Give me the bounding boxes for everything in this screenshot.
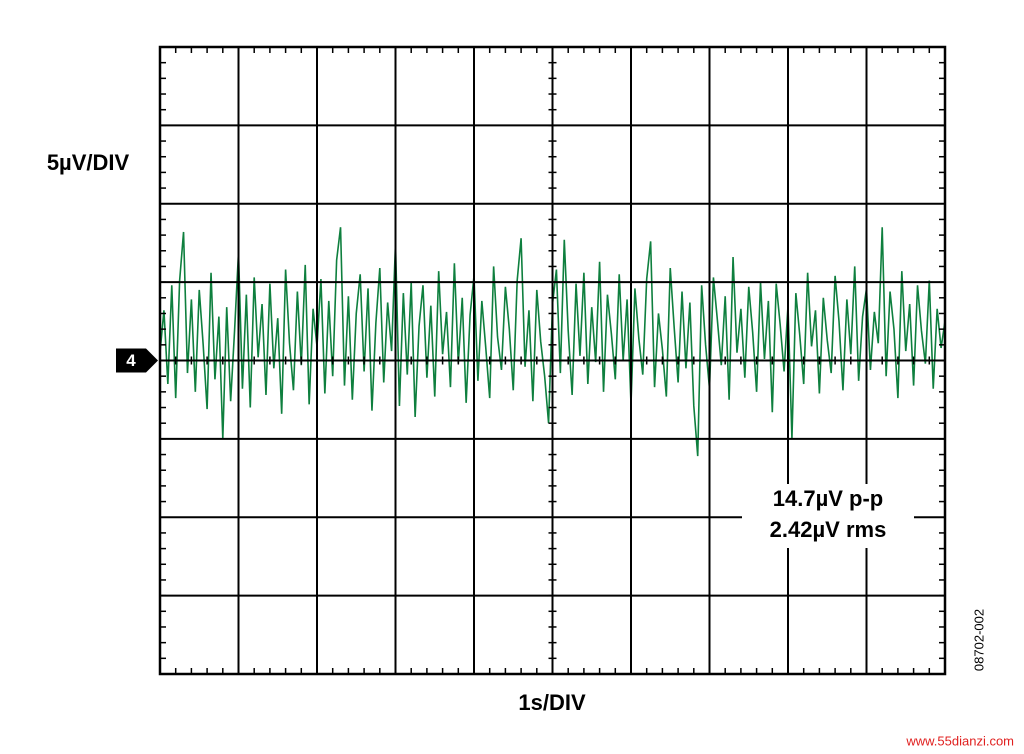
channel-label: 4	[126, 351, 136, 370]
figure-id: 08702-002	[971, 609, 986, 671]
annotation: 2.42µV rms	[770, 517, 887, 542]
channel-marker	[116, 348, 158, 373]
y-axis-label: 5µV/DIV	[47, 150, 130, 175]
annotation: 14.7µV p-p	[773, 486, 883, 511]
watermark: www.55dianzi.com	[905, 733, 1014, 748]
x-axis-label: 1s/DIV	[518, 690, 586, 715]
annotation-box	[742, 484, 914, 548]
plot-frame	[158, 45, 947, 676]
